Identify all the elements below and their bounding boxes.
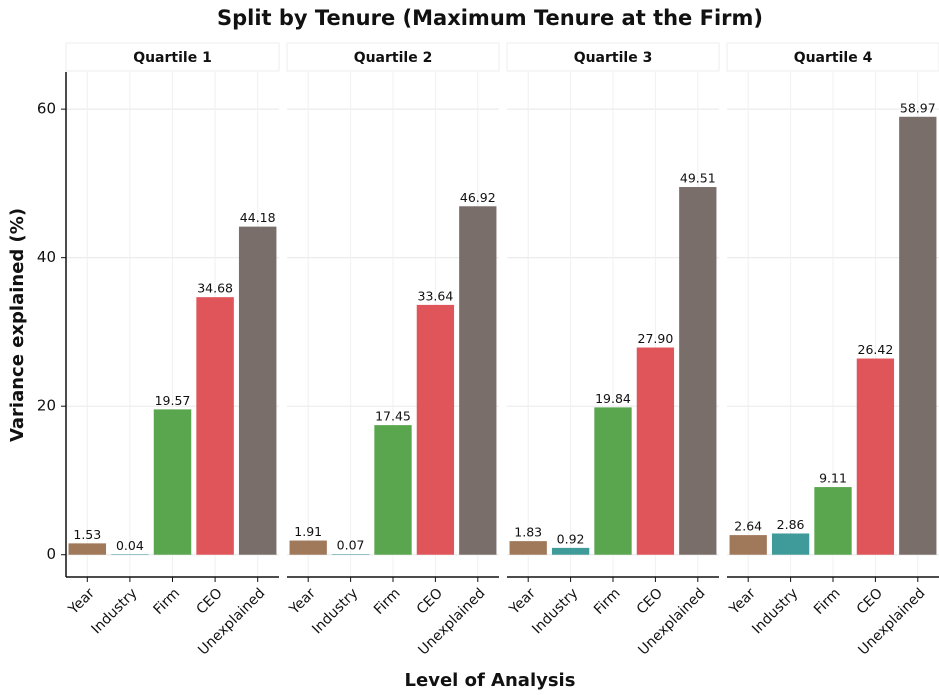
chart-title: Split by Tenure (Maximum Tenure at the F…	[217, 6, 763, 30]
value-label: 0.04	[116, 538, 144, 553]
bar	[899, 116, 937, 555]
bar	[509, 541, 547, 555]
x-tick-label: CEO	[193, 585, 225, 617]
x-tick-label: Industry	[309, 585, 361, 637]
x-tick-label: Industry	[529, 585, 581, 637]
value-label: 19.57	[155, 393, 191, 408]
value-label: 27.90	[638, 331, 674, 346]
bar	[331, 554, 370, 555]
y-axis-label: Variance explained (%)	[7, 208, 28, 442]
x-tick-label: Year	[726, 585, 759, 618]
value-label: 19.84	[595, 391, 631, 406]
bar	[196, 297, 234, 555]
x-tick-label: Firm	[591, 585, 624, 618]
bar	[153, 409, 192, 555]
facet-strip	[65, 42, 280, 72]
y-tick-label: 40	[37, 248, 56, 266]
value-label: 17.45	[375, 409, 411, 424]
bar	[111, 554, 149, 555]
x-tick-label: CEO	[854, 585, 886, 617]
facet-strip	[506, 42, 720, 72]
facet-strip	[726, 42, 939, 72]
x-tick-label: Firm	[811, 585, 844, 618]
bar	[551, 547, 590, 555]
x-tick-label: Year	[65, 585, 98, 618]
x-tick-label: CEO	[414, 585, 446, 617]
facet-title: Quartile 1	[133, 50, 212, 66]
value-label: 26.42	[858, 342, 894, 357]
bar	[459, 206, 497, 555]
facet-title: Quartile 3	[574, 50, 653, 66]
bar	[679, 187, 717, 555]
value-label: 58.97	[900, 100, 936, 115]
value-label: 44.18	[240, 210, 276, 225]
x-tick-label: Industry	[749, 585, 801, 637]
y-tick-label: 0	[46, 545, 56, 563]
bar	[289, 540, 327, 555]
bar	[238, 226, 277, 555]
x-tick-label: Firm	[371, 585, 404, 618]
bar	[374, 425, 412, 555]
value-label: 46.92	[460, 190, 496, 205]
bar	[636, 347, 675, 555]
bar	[771, 533, 810, 555]
value-label: 34.68	[197, 281, 233, 296]
x-tick-label: Firm	[151, 585, 184, 618]
value-label: 33.64	[418, 288, 454, 303]
value-label: 0.07	[337, 538, 365, 553]
value-label: 9.11	[819, 471, 847, 486]
value-label: 2.64	[734, 519, 762, 534]
bar	[814, 487, 852, 555]
x-axis-label: Level of Analysis	[405, 670, 576, 691]
value-label: 1.91	[294, 524, 322, 539]
y-tick-label: 20	[37, 397, 56, 415]
bar	[68, 543, 107, 555]
value-label: 2.86	[777, 517, 805, 532]
value-label: 49.51	[680, 171, 716, 186]
facet-title: Quartile 4	[794, 50, 873, 66]
y-tick-label: 60	[37, 100, 56, 118]
bar	[729, 535, 767, 555]
value-label: 0.92	[557, 531, 585, 546]
value-label: 1.83	[514, 525, 542, 540]
value-label: 1.53	[73, 527, 101, 542]
x-tick-label: Year	[286, 585, 319, 618]
x-tick-label: CEO	[634, 585, 666, 617]
x-tick-label: Year	[506, 585, 539, 618]
bar	[594, 407, 632, 555]
facet-title: Quartile 2	[354, 50, 433, 66]
bar	[856, 358, 895, 555]
x-tick-label: Industry	[89, 585, 141, 637]
facet-strip	[286, 42, 500, 72]
bar	[416, 304, 455, 555]
